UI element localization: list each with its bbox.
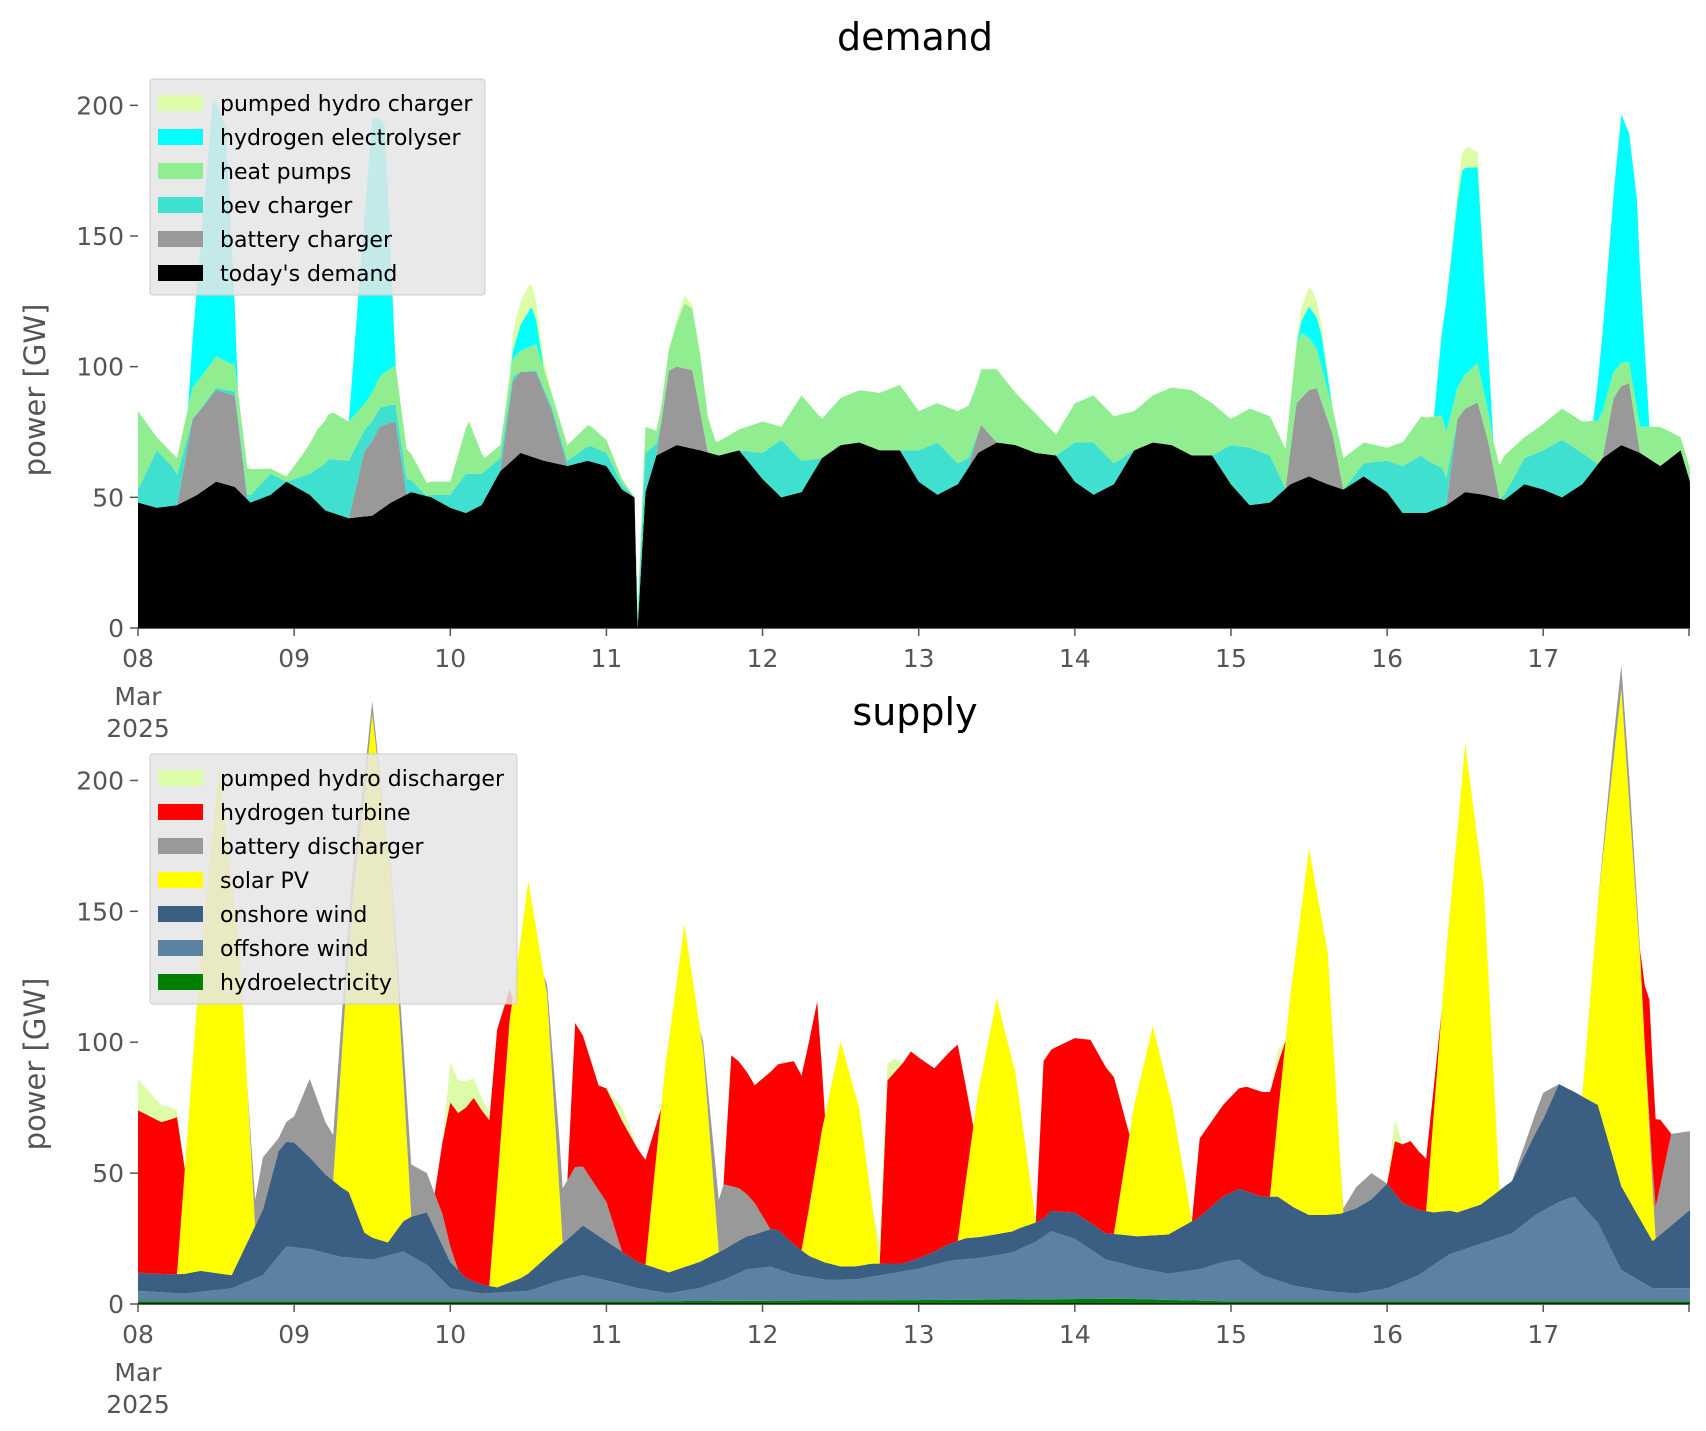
demand-legend-swatch-bev-charger — [158, 197, 203, 213]
supply-legend-swatch-offshore-wind — [158, 940, 203, 956]
supply-y-tick-label: 0 — [108, 1290, 124, 1319]
supply-legend-swatch-onshore-wind — [158, 906, 203, 922]
supply-legend-label-battery-discharger: battery discharger — [220, 835, 425, 860]
supply-x-tick-sublabel: Mar — [114, 1358, 162, 1387]
demand-y-tick-label: 0 — [108, 614, 124, 643]
supply-areas — [138, 665, 1690, 1304]
supply-chart-title: supply — [852, 690, 977, 734]
demand-panel: demand power [GW] 05010015020008Mar20250… — [18, 15, 1690, 743]
supply-y-tick-label: 150 — [76, 897, 124, 926]
demand-axes: 0 50 100 150 200 08 Mar 2025 09 10 11 12 13 14 15 16 17 — [76, 91, 1690, 743]
demand-chart-title: demand — [837, 15, 993, 59]
supply-x-tick-label: 14 — [1059, 1320, 1091, 1349]
supply-axes: 0 50 100 150 200 08 Mar 2025 09 10 11 12 13 14 15 16 17 — [76, 766, 1690, 1419]
supply-x-tick-label: 15 — [1215, 1320, 1247, 1349]
demand-x-tick-label: 13 — [903, 644, 935, 673]
demand-x-tick-label: 15 — [1215, 644, 1247, 673]
demand-legend-swatch-pumped-hydro-charger — [158, 95, 203, 111]
demand-x-tick-label: 09 — [278, 644, 310, 673]
supply-y-tick-label: 200 — [76, 766, 124, 795]
demand-y-tick-label: 50 — [92, 483, 124, 512]
demand-x-tick-label: 14 — [1059, 644, 1091, 673]
demand-x-tick-sublabel: 2025 — [106, 714, 170, 743]
supply-area-onshore-wind — [138, 1084, 1690, 1294]
supply-area-hydrogen-turbine — [138, 665, 1690, 1286]
supply-x-tick-label: 10 — [434, 1320, 466, 1349]
demand-x-tick-label: 17 — [1527, 644, 1559, 673]
demand-area-bev-charger — [138, 366, 1690, 628]
demand-areas — [138, 99, 1690, 628]
demand-legend-label-pumped-hydro-charger: pumped hydro charger — [220, 92, 473, 117]
demand-legend-label-battery-charger: battery charger — [220, 228, 393, 253]
supply-legend-label-solar-pv: solar PV — [220, 869, 309, 894]
supply-x-tick-label: 17 — [1527, 1320, 1559, 1349]
supply-panel: supply power [GW] 05010015020008Mar20250… — [18, 665, 1690, 1419]
demand-x-tick-label: 12 — [747, 644, 779, 673]
supply-x-tick-label: 16 — [1371, 1320, 1403, 1349]
demand-area-today-s-demand — [138, 442, 1690, 628]
demand-x-tick-label: 11 — [591, 644, 623, 673]
supply-area-offshore-wind — [138, 1196, 1690, 1302]
demand-legend: pumped hydro charger hydrogen electrolyse… — [149, 78, 486, 296]
supply-legend-swatch-hydroelectricity — [158, 974, 203, 990]
supply-x-tick-label: 11 — [591, 1320, 623, 1349]
demand-x-tick-sublabel: Mar — [114, 682, 162, 711]
demand-y-axis-label: power [GW] — [18, 304, 52, 477]
supply-y-tick-label: 50 — [92, 1159, 124, 1188]
supply-x-tick-label: 13 — [903, 1320, 935, 1349]
demand-y-tick-label: 100 — [76, 353, 124, 382]
supply-legend-box — [149, 753, 518, 1005]
demand-x-tick-label: 08 — [122, 644, 154, 673]
demand-legend-swatch-battery-charger — [158, 231, 203, 247]
supply-x-tick-label: 08 — [122, 1320, 154, 1349]
demand-legend-label-bev-charger: bev charger — [220, 194, 353, 219]
supply-x-tick-label: 12 — [747, 1320, 779, 1349]
supply-area-solar-pv — [138, 688, 1690, 1288]
supply-legend-swatch-pumped-hydro-discharger — [158, 770, 203, 786]
demand-y-tick-label: 150 — [76, 222, 124, 251]
demand-y-tick-label: 200 — [76, 91, 124, 120]
supply-legend-label-pumped-hydro-discharger: pumped hydro discharger — [220, 767, 505, 792]
demand-legend-swatch-heat-pumps — [158, 163, 203, 179]
demand-legend-label-hydrogen-electrolyser: hydrogen electrolyser — [220, 126, 461, 151]
supply-legend-swatch-battery-discharger — [158, 838, 203, 854]
demand-legend-swatch-today-s-demand — [158, 265, 203, 281]
demand-x-tick-label: 10 — [434, 644, 466, 673]
supply-legend-label-hydrogen-turbine: hydrogen turbine — [220, 801, 411, 826]
supply-x-tick-label: 09 — [278, 1320, 310, 1349]
supply-y-axis-label: power [GW] — [18, 978, 52, 1151]
demand-area-heat-pumps — [138, 303, 1690, 617]
supply-legend-swatch-solar-pv — [158, 872, 203, 888]
supply-y-tick-label: 100 — [76, 1028, 124, 1057]
supply-legend-swatch-hydrogen-turbine — [158, 804, 203, 820]
supply-legend-label-onshore-wind: onshore wind — [220, 903, 367, 928]
supply-legend-label-hydroelectricity: hydroelectricity — [220, 971, 392, 996]
supply-area-hydroelectricity — [138, 1298, 1690, 1304]
demand-x-tick-label: 16 — [1371, 644, 1403, 673]
supply-legend: pumped hydro discharger hydrogen turbine b… — [149, 753, 518, 1005]
demand-area-battery-charger — [138, 366, 1690, 628]
demand-legend-label-heat-pumps: heat pumps — [220, 160, 351, 185]
supply-legend-label-offshore-wind: offshore wind — [220, 937, 369, 962]
demand-legend-swatch-hydrogen-electrolyser — [158, 129, 203, 145]
demand-legend-box — [149, 78, 486, 296]
supply-x-tick-sublabel: 2025 — [106, 1390, 170, 1419]
demand-legend-label-today-s-demand: today's demand — [220, 262, 397, 287]
